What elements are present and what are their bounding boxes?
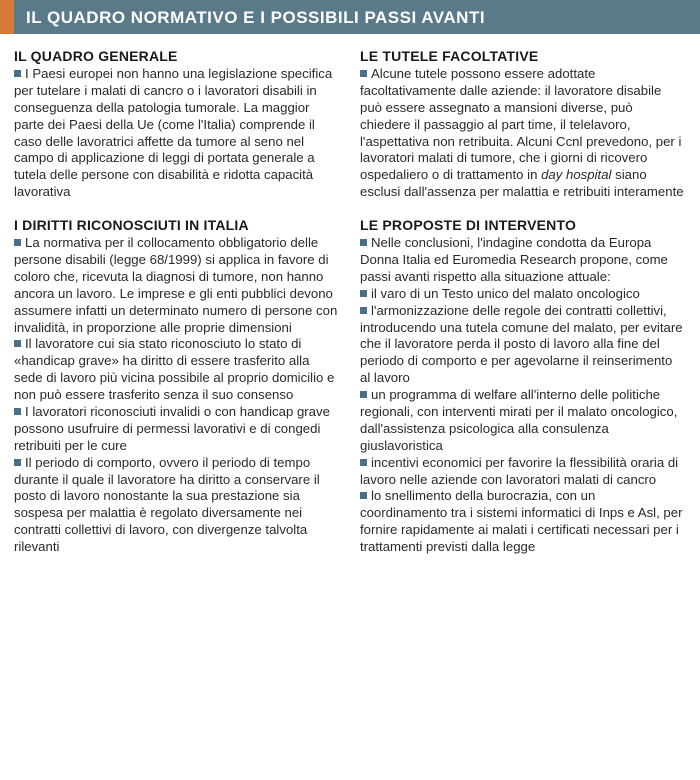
section-diritti-italia: I DIRITTI RICONOSCIUTI IN ITALIA La norm… [14,217,340,556]
left-column: IL QUADRO GENERALE I Paesi europei non h… [14,48,340,572]
header-bar: IL QUADRO NORMATIVO E I POSSIBILI PASSI … [0,0,700,34]
paragraph-text: I lavoratori riconosciuti invalidi o con… [14,404,330,453]
bullet-icon [14,239,21,246]
section-quadro-generale: IL QUADRO GENERALE I Paesi europei non h… [14,48,340,201]
paragraph: Il lavoratore cui sia stato riconosciuto… [14,336,340,404]
paragraph: il varo di un Testo unico del malato onc… [360,286,686,303]
paragraph: Il periodo di comporto, ovvero il period… [14,455,340,556]
bullet-icon [360,391,367,398]
paragraph: La normativa per il collocamento obbliga… [14,235,340,336]
section-title: I DIRITTI RICONOSCIUTI IN ITALIA [14,217,340,233]
bullet-icon [360,239,367,246]
section-tutele-facoltative: LE TUTELE FACOLTATIVE Alcune tutele poss… [360,48,686,201]
paragraph-text: l'armonizzazione delle regole dei contra… [360,303,683,386]
bullet-icon [14,340,21,347]
paragraph: un programma di welfare all'interno dell… [360,387,686,455]
paragraph: incentivi economici per favorire la fles… [360,455,686,489]
bullet-icon [360,459,367,466]
paragraph-text: incentivi economici per favorire la fles… [360,455,678,487]
paragraph: I lavoratori riconosciuti invalidi o con… [14,404,340,455]
bullet-icon [360,70,367,77]
section-title: LE PROPOSTE DI INTERVENTO [360,217,686,233]
paragraph: I Paesi europei non hanno una legislazio… [14,66,340,201]
right-column: LE TUTELE FACOLTATIVE Alcune tutele poss… [360,48,686,572]
bullet-icon [14,459,21,466]
paragraph-text: lo snellimento della burocrazia, con un … [360,488,683,554]
section-proposte-intervento: LE PROPOSTE DI INTERVENTO Nelle conclusi… [360,217,686,556]
paragraph-text: I Paesi europei non hanno una legislazio… [14,66,332,199]
paragraph: l'armonizzazione delle regole dei contra… [360,303,686,387]
italic-term: day hospital [541,167,611,182]
header-title: IL QUADRO NORMATIVO E I POSSIBILI PASSI … [14,0,700,34]
paragraph: Nelle conclusioni, l'indagine condotta d… [360,235,686,286]
section-title: IL QUADRO GENERALE [14,48,340,64]
paragraph-text: Il periodo di comporto, ovvero il period… [14,455,320,554]
paragraph-text: il varo di un Testo unico del malato onc… [371,286,640,301]
paragraph: lo snellimento della burocrazia, con un … [360,488,686,556]
paragraph-text: Nelle conclusioni, l'indagine condotta d… [360,235,668,284]
paragraph-text: Il lavoratore cui sia stato riconosciuto… [14,336,334,402]
paragraph: Alcune tutele possono essere adottate fa… [360,66,686,201]
section-title: LE TUTELE FACOLTATIVE [360,48,686,64]
paragraph-text-a: Alcune tutele possono essere adottate fa… [360,66,681,182]
header-accent [0,0,14,34]
bullet-icon [360,307,367,314]
paragraph-text: La normativa per il collocamento obbliga… [14,235,337,334]
bullet-icon [360,290,367,297]
bullet-icon [14,408,21,415]
paragraph-text: un programma di welfare all'interno dell… [360,387,677,453]
bullet-icon [14,70,21,77]
content-columns: IL QUADRO GENERALE I Paesi europei non h… [0,48,700,572]
bullet-icon [360,492,367,499]
